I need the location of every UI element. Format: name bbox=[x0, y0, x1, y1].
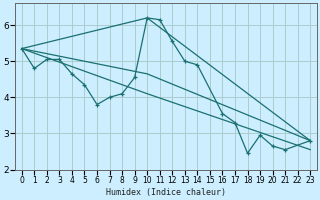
X-axis label: Humidex (Indice chaleur): Humidex (Indice chaleur) bbox=[106, 188, 226, 197]
